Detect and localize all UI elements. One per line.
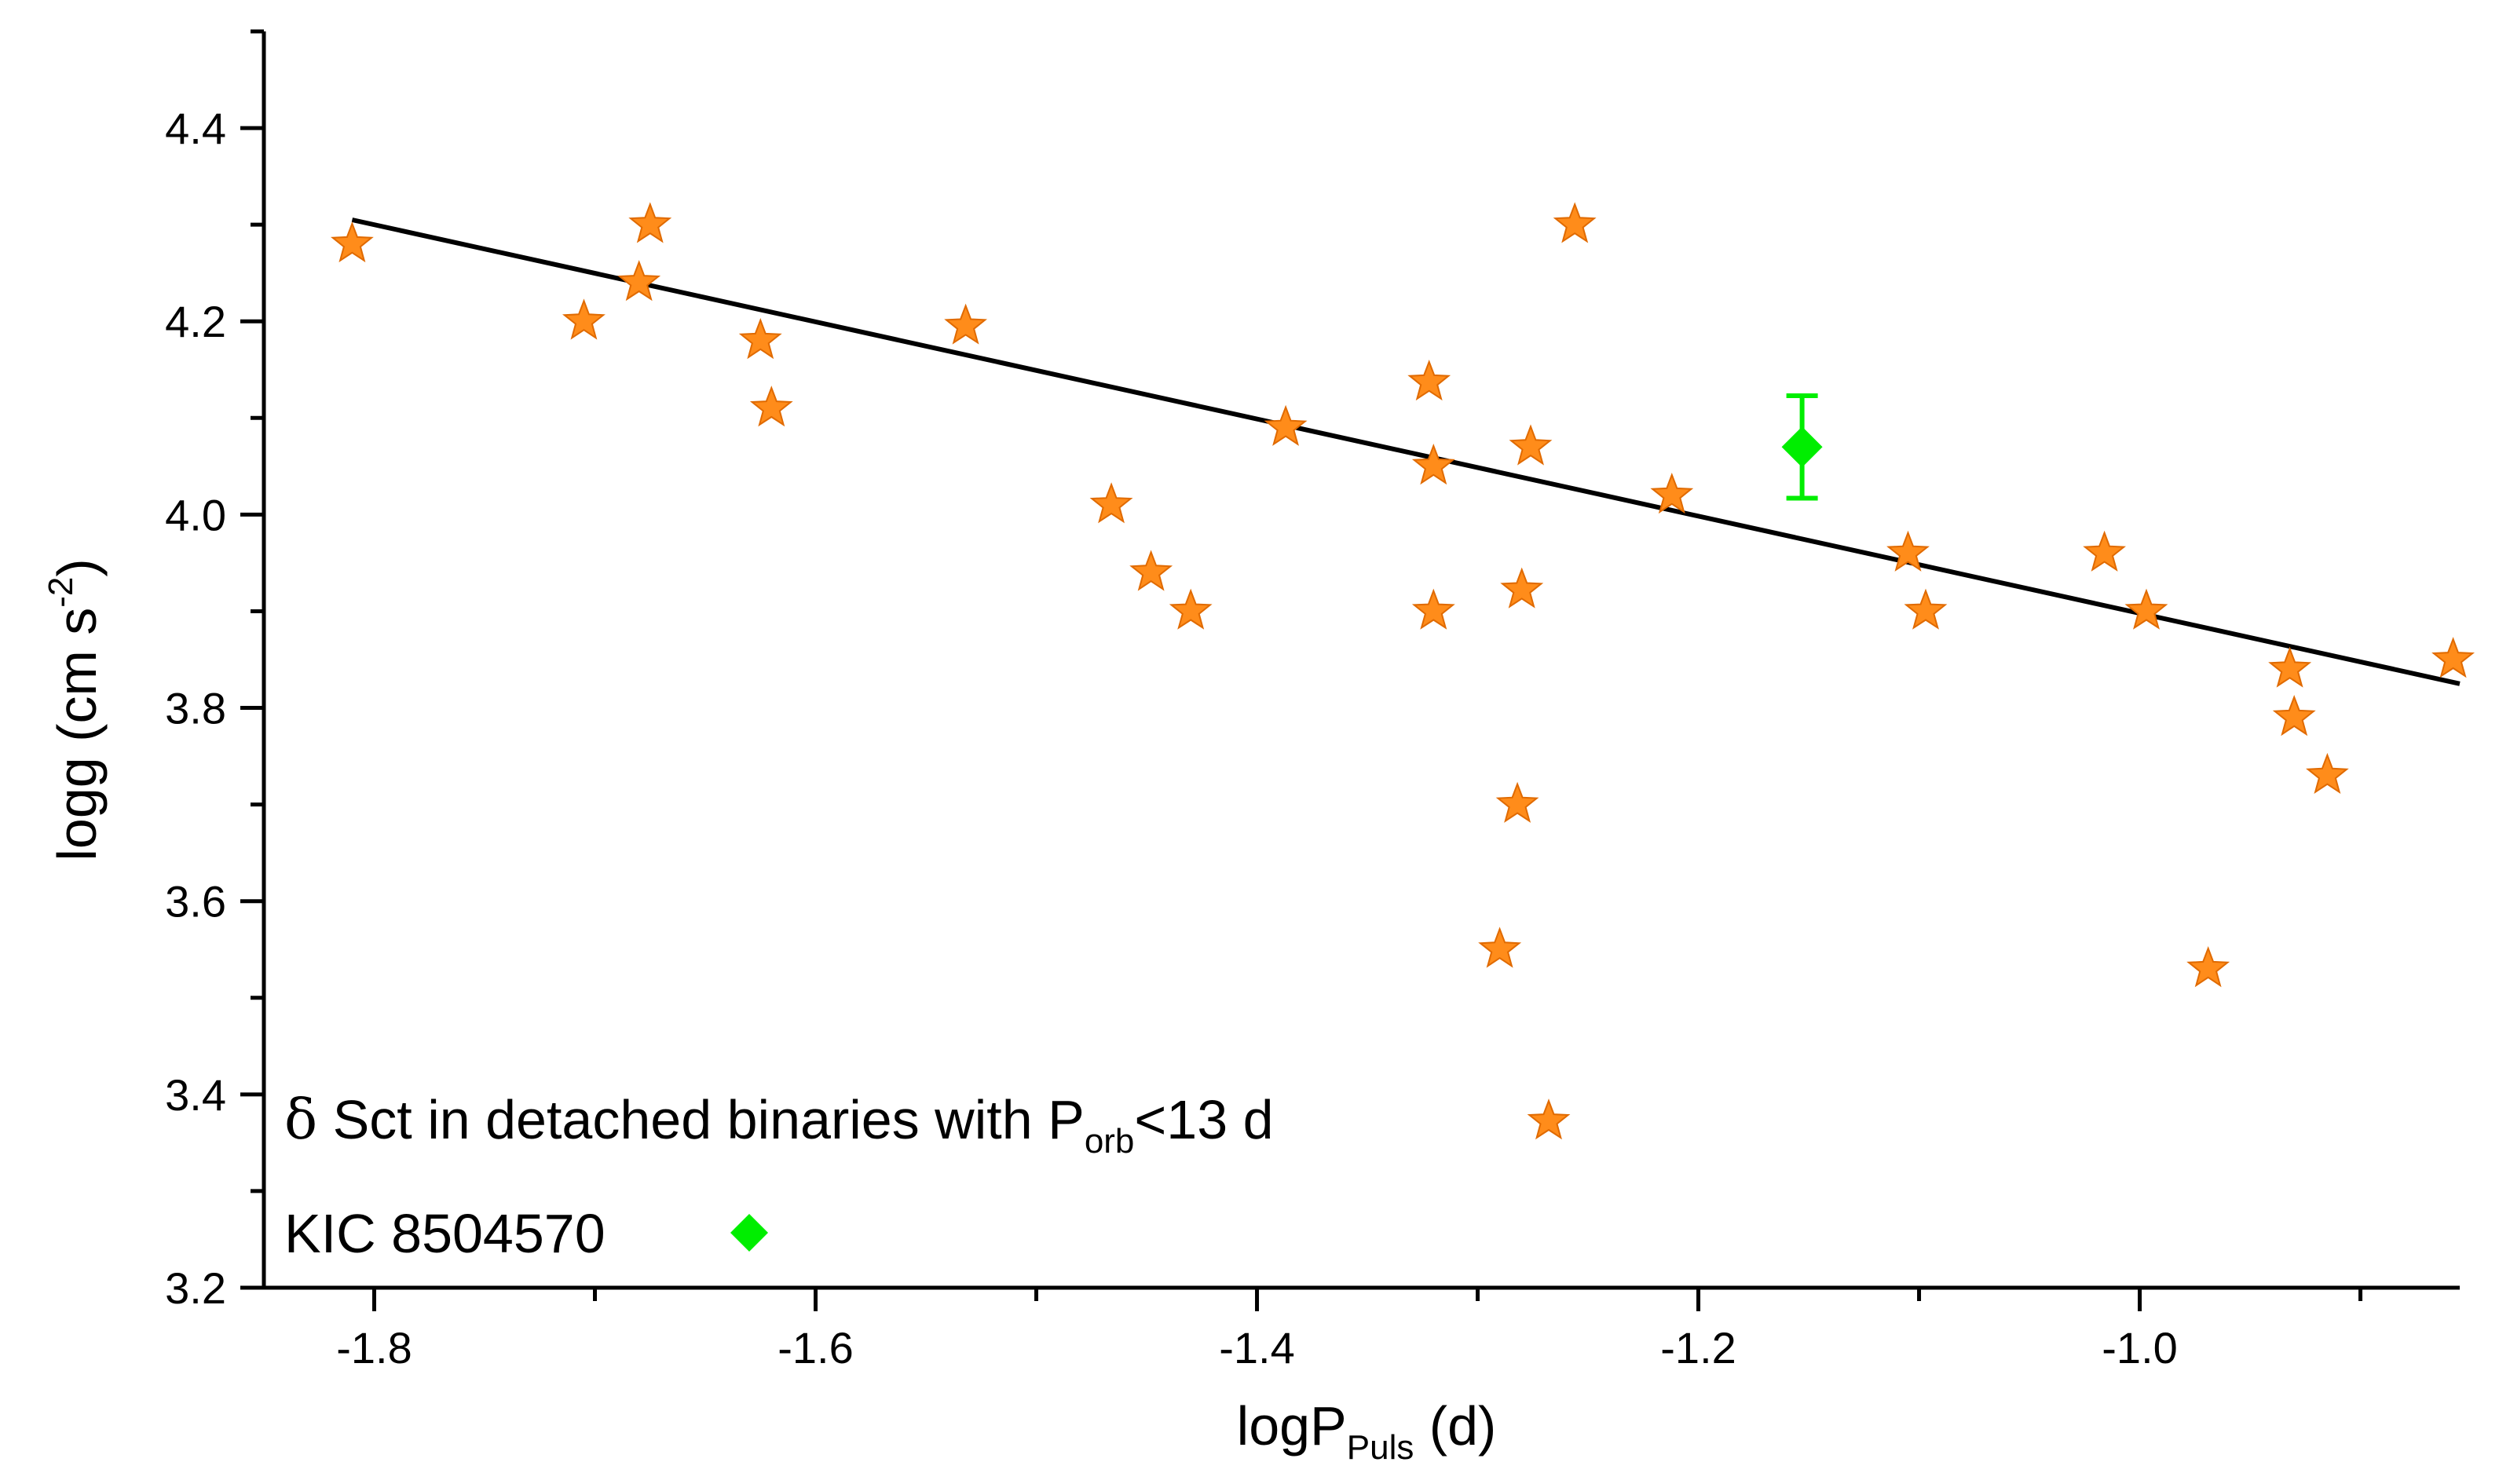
star-marker: [628, 202, 672, 243]
star-marker: [2083, 530, 2126, 572]
x-tick-label: -1.0: [2102, 1323, 2178, 1373]
legend-entry-2-label: KIC 8504570: [284, 1203, 606, 1264]
fit-line: [351, 217, 2461, 686]
star-marker: [2272, 694, 2316, 737]
x-axis-title-tail: (d): [1414, 1395, 1496, 1457]
x-axis-title-main: logP: [1237, 1395, 1347, 1457]
y-tick-label: 3.6: [165, 877, 226, 927]
fit-line-group: [351, 217, 2461, 686]
star-marker: [1495, 781, 1539, 823]
axes: 3.2 3.4 3.6 3.8 4.0 4.2 4.4 -1.8 -1.6 -1.4 -1.2 -1.…: [165, 29, 2460, 1373]
x-tick-label: -1.6: [778, 1323, 854, 1373]
star-marker: [1411, 443, 1455, 485]
y-axis-title-main: logg (cm s: [46, 608, 108, 861]
legend-entry-1-delta: δ: [284, 1087, 317, 1152]
legend-star-icon: [1527, 1098, 1571, 1140]
star-marker: [749, 386, 793, 427]
legend-entry-1-sub: orb: [1085, 1122, 1135, 1161]
y-axis-title-sup: -2: [42, 577, 80, 608]
y-tick-label: 3.2: [165, 1263, 226, 1313]
y-tick-label: 4.4: [165, 104, 226, 153]
star-marker: [2186, 945, 2230, 988]
star-marker: [1904, 588, 1948, 630]
x-axis-title-sub: Puls: [1347, 1428, 1414, 1467]
star-marker: [2268, 646, 2312, 688]
x-tick-label: -1.2: [1660, 1323, 1736, 1373]
star-marker: [1886, 530, 1930, 572]
star-marker: [2431, 637, 2475, 678]
star-marker: [1264, 404, 1308, 446]
star-marker: [331, 221, 374, 263]
star-marker: [1478, 927, 1522, 968]
star-marker: [1650, 472, 1694, 514]
y-tick-label: 4.2: [165, 297, 226, 346]
legend-diamond-icon: [730, 1214, 768, 1252]
star-marker: [617, 260, 661, 302]
x-tick-label: -1.4: [1219, 1323, 1295, 1373]
star-marker: [1407, 359, 1451, 401]
star-marker: [944, 303, 987, 345]
star-marker: [2306, 752, 2349, 794]
legend-entry-1-text: Sct in detached binaries with P: [317, 1089, 1085, 1150]
star-marker: [2124, 588, 2168, 630]
star-marker: [1089, 482, 1133, 524]
y-axis-title: logg (cm s-2): [42, 558, 108, 861]
star-marker: [1500, 567, 1544, 609]
star-marker: [738, 317, 782, 360]
star-marker: [1169, 588, 1213, 630]
y-tick-label: 3.8: [165, 684, 226, 733]
legend-entry-1-label: δ Sct in detached binaries with Porb<13 …: [284, 1087, 1274, 1161]
data-points: [331, 202, 2475, 988]
kic-diamond-marker: [1781, 426, 1823, 468]
y-tick-label: 3.4: [165, 1070, 226, 1120]
legend: δ Sct in detached binaries with Porb<13 …: [284, 1087, 1571, 1264]
y-tick-label: 4.0: [165, 490, 226, 539]
star-marker: [1129, 550, 1173, 591]
star-marker: [562, 298, 606, 340]
x-axis-title: logPPuls (d): [1237, 1395, 1497, 1467]
star-marker: [1411, 588, 1455, 630]
y-axis-title-tail: ): [46, 558, 108, 576]
star-marker: [1553, 202, 1597, 243]
legend-entry-1-tail: <13 d: [1134, 1089, 1273, 1150]
x-tick-label: -1.8: [336, 1323, 412, 1373]
star-marker: [1509, 424, 1553, 466]
